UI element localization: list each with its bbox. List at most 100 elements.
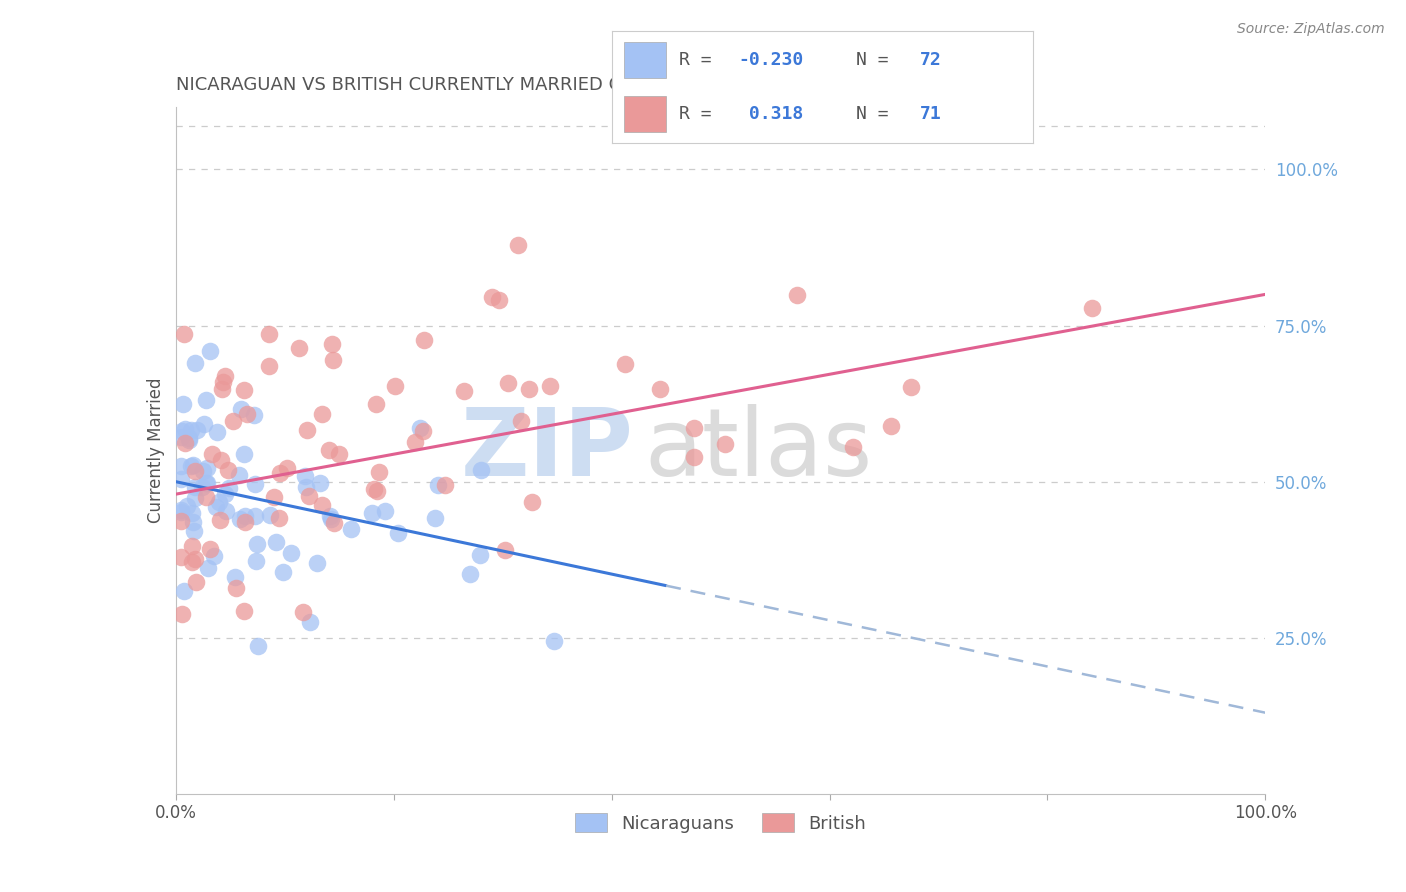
Text: Source: ZipAtlas.com: Source: ZipAtlas.com [1237, 22, 1385, 37]
Point [202, 549, 225, 563]
Point [233, 508, 256, 523]
Point [458, 566, 481, 581]
Point [453, 384, 475, 398]
Point [181, 458, 204, 472]
Point [423, 511, 446, 525]
Point [387, 526, 409, 541]
Point [538, 379, 561, 393]
Point [305, 556, 328, 570]
Point [367, 465, 389, 479]
Text: R =: R = [679, 51, 711, 70]
Point [232, 604, 254, 618]
Point [271, 565, 294, 579]
Point [180, 459, 202, 474]
Text: -0.230: -0.230 [738, 51, 803, 70]
Point [470, 549, 492, 563]
Point [180, 555, 202, 569]
Point [215, 504, 238, 518]
Text: 0.318: 0.318 [738, 104, 803, 123]
Point [184, 491, 207, 505]
Point [517, 382, 540, 396]
Point [786, 287, 808, 301]
Point [184, 574, 207, 589]
Point [322, 353, 344, 368]
Point [170, 607, 193, 621]
Point [328, 447, 350, 461]
Point [520, 494, 543, 508]
Bar [624, 43, 666, 78]
Point [257, 359, 280, 374]
Point [366, 483, 388, 498]
Point [496, 376, 519, 390]
Text: N =: N = [856, 104, 889, 123]
Point [366, 397, 388, 411]
Point [209, 452, 232, 467]
Point [180, 423, 202, 437]
Point [229, 512, 252, 526]
Point [193, 464, 215, 478]
Point [177, 433, 200, 447]
Point [311, 407, 333, 421]
Point [204, 500, 226, 514]
Point [259, 508, 281, 522]
Point [170, 430, 193, 444]
Point [288, 341, 311, 355]
Point [427, 478, 450, 492]
Point [217, 463, 239, 477]
Point [170, 550, 193, 565]
Point [209, 513, 232, 527]
Point [228, 467, 250, 482]
Point [183, 515, 205, 529]
Point [184, 356, 207, 370]
Point [170, 473, 193, 487]
Point [198, 343, 221, 358]
Point [184, 551, 207, 566]
Point [232, 384, 254, 398]
Point [374, 504, 396, 518]
Point [247, 640, 270, 654]
Point [404, 435, 426, 450]
Point [180, 540, 202, 554]
Point [193, 417, 215, 431]
Point [1080, 301, 1102, 315]
Point [197, 475, 219, 490]
Point [183, 524, 205, 538]
Point [900, 380, 922, 394]
Point [245, 508, 267, 523]
Point [236, 408, 259, 422]
Point [174, 436, 197, 450]
Point [197, 561, 219, 575]
Point [263, 490, 285, 504]
Point [173, 327, 195, 342]
Point [280, 546, 302, 560]
Point [191, 480, 214, 494]
Point [184, 464, 207, 478]
Point [170, 505, 193, 519]
Point [321, 512, 343, 526]
Point [233, 447, 256, 461]
Point [318, 442, 340, 457]
Text: 71: 71 [920, 104, 941, 123]
Point [233, 515, 256, 529]
Point [311, 498, 333, 512]
Point [481, 290, 503, 304]
Point [246, 537, 269, 551]
Point [361, 507, 384, 521]
Point [208, 494, 231, 508]
Point [173, 422, 195, 436]
Point [494, 542, 516, 557]
Bar [624, 96, 666, 132]
Point [295, 423, 318, 437]
Point [225, 582, 247, 596]
Point [243, 408, 266, 422]
Point [269, 511, 291, 525]
Point [170, 425, 193, 439]
Point [170, 459, 193, 474]
Point [170, 514, 193, 528]
Point [177, 431, 200, 445]
Point [218, 481, 240, 495]
Point [613, 357, 636, 371]
Point [245, 554, 267, 568]
Point [176, 499, 198, 513]
Point [195, 490, 218, 504]
